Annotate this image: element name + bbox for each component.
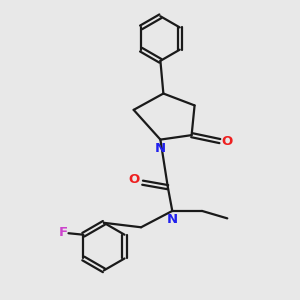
Text: N: N (167, 213, 178, 226)
Text: O: O (222, 135, 233, 148)
Text: N: N (155, 142, 166, 155)
Text: F: F (58, 226, 68, 239)
Text: O: O (129, 173, 140, 186)
